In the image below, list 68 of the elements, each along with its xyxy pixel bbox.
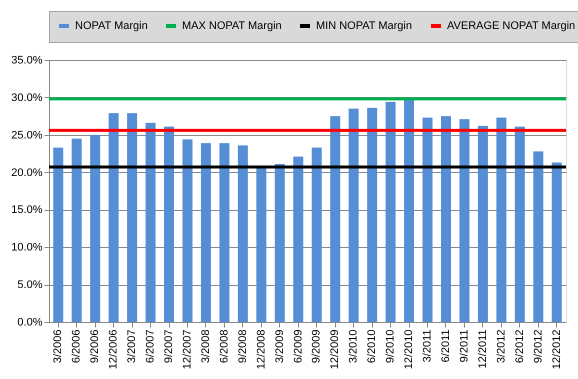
x-tick-label: 9/2010 bbox=[384, 330, 397, 364]
x-tick-label: 9/2007 bbox=[163, 330, 176, 364]
bar bbox=[53, 148, 64, 322]
bar bbox=[200, 143, 211, 322]
x-tick-label: 9/2009 bbox=[310, 330, 323, 364]
y-tick-label: 5.0% bbox=[17, 279, 43, 292]
legend-label: NOPAT Margin bbox=[75, 20, 148, 32]
x-tick-label: 6/2007 bbox=[144, 330, 157, 364]
bar bbox=[386, 102, 396, 322]
x-tick-label: 6/2006 bbox=[70, 330, 83, 364]
x-tick-label: 3/2006 bbox=[52, 330, 64, 364]
bar bbox=[422, 118, 433, 322]
x-tick-label: 12/2011 bbox=[476, 330, 489, 368]
x-tick-label: 6/2012 bbox=[514, 330, 526, 364]
bar bbox=[108, 113, 119, 322]
y-tick-label: 0.0% bbox=[17, 316, 43, 328]
bar bbox=[274, 164, 285, 322]
x-tick-label: 6/2011 bbox=[440, 330, 452, 362]
x-tick-label: 12/2006 bbox=[108, 330, 120, 370]
bar bbox=[182, 139, 192, 322]
bar bbox=[164, 126, 174, 322]
bar bbox=[219, 143, 230, 322]
x-tick-label: 9/2008 bbox=[236, 330, 249, 364]
y-tick-label: 30.0% bbox=[11, 92, 43, 104]
x-tick-label: 6/2010 bbox=[366, 330, 378, 364]
x-tick-label: 6/2009 bbox=[292, 330, 304, 364]
x-tick-label: 12/2009 bbox=[329, 330, 342, 370]
x-tick-label: 3/2008 bbox=[200, 330, 212, 364]
bar bbox=[533, 151, 544, 322]
x-tick-label: 3/2010 bbox=[348, 330, 360, 364]
x-tick-label: 9/2012 bbox=[532, 330, 544, 364]
bar bbox=[127, 113, 138, 322]
legend-label: AVERAGE NOPAT Margin bbox=[447, 20, 576, 32]
bar bbox=[72, 138, 82, 322]
bar bbox=[293, 156, 304, 322]
y-tick-label: 15.0% bbox=[11, 204, 43, 216]
bar bbox=[238, 145, 248, 322]
x-tick-label: 12/2007 bbox=[181, 330, 194, 370]
x-tick-label: 3/2007 bbox=[126, 330, 138, 364]
bar bbox=[552, 162, 562, 322]
x-tick-label: 12/2008 bbox=[255, 330, 268, 370]
bar bbox=[459, 119, 470, 322]
bar bbox=[496, 118, 506, 322]
bar bbox=[256, 167, 266, 322]
x-tick-label: 3/2012 bbox=[495, 330, 508, 364]
bar bbox=[348, 108, 359, 322]
bar bbox=[440, 116, 451, 322]
legend-label: MAX NOPAT Margin bbox=[182, 20, 282, 32]
y-tick-label: 10.0% bbox=[11, 242, 43, 254]
x-tick-label: 12/2010 bbox=[403, 330, 416, 370]
x-tick-label: 9/2011 bbox=[458, 330, 470, 362]
bar bbox=[478, 126, 488, 322]
x-tick-label: 9/2006 bbox=[89, 330, 102, 364]
bar bbox=[330, 116, 340, 322]
y-tick-label: 20.0% bbox=[11, 166, 43, 179]
y-tick-label: 35.0% bbox=[11, 54, 43, 66]
x-tick-label: 3/2009 bbox=[274, 330, 286, 364]
bar bbox=[404, 98, 414, 322]
x-tick-label: 3/2011 bbox=[422, 330, 434, 362]
legend-label: MIN NOPAT Margin bbox=[316, 20, 412, 32]
bar bbox=[312, 148, 322, 322]
y-tick-label: 25.0% bbox=[11, 129, 43, 142]
x-tick-label: 12/2012 bbox=[550, 330, 563, 370]
bar bbox=[146, 122, 156, 322]
bar bbox=[367, 108, 378, 322]
x-tick-label: 6/2008 bbox=[218, 330, 230, 364]
bar bbox=[514, 126, 525, 322]
bar bbox=[90, 134, 100, 322]
